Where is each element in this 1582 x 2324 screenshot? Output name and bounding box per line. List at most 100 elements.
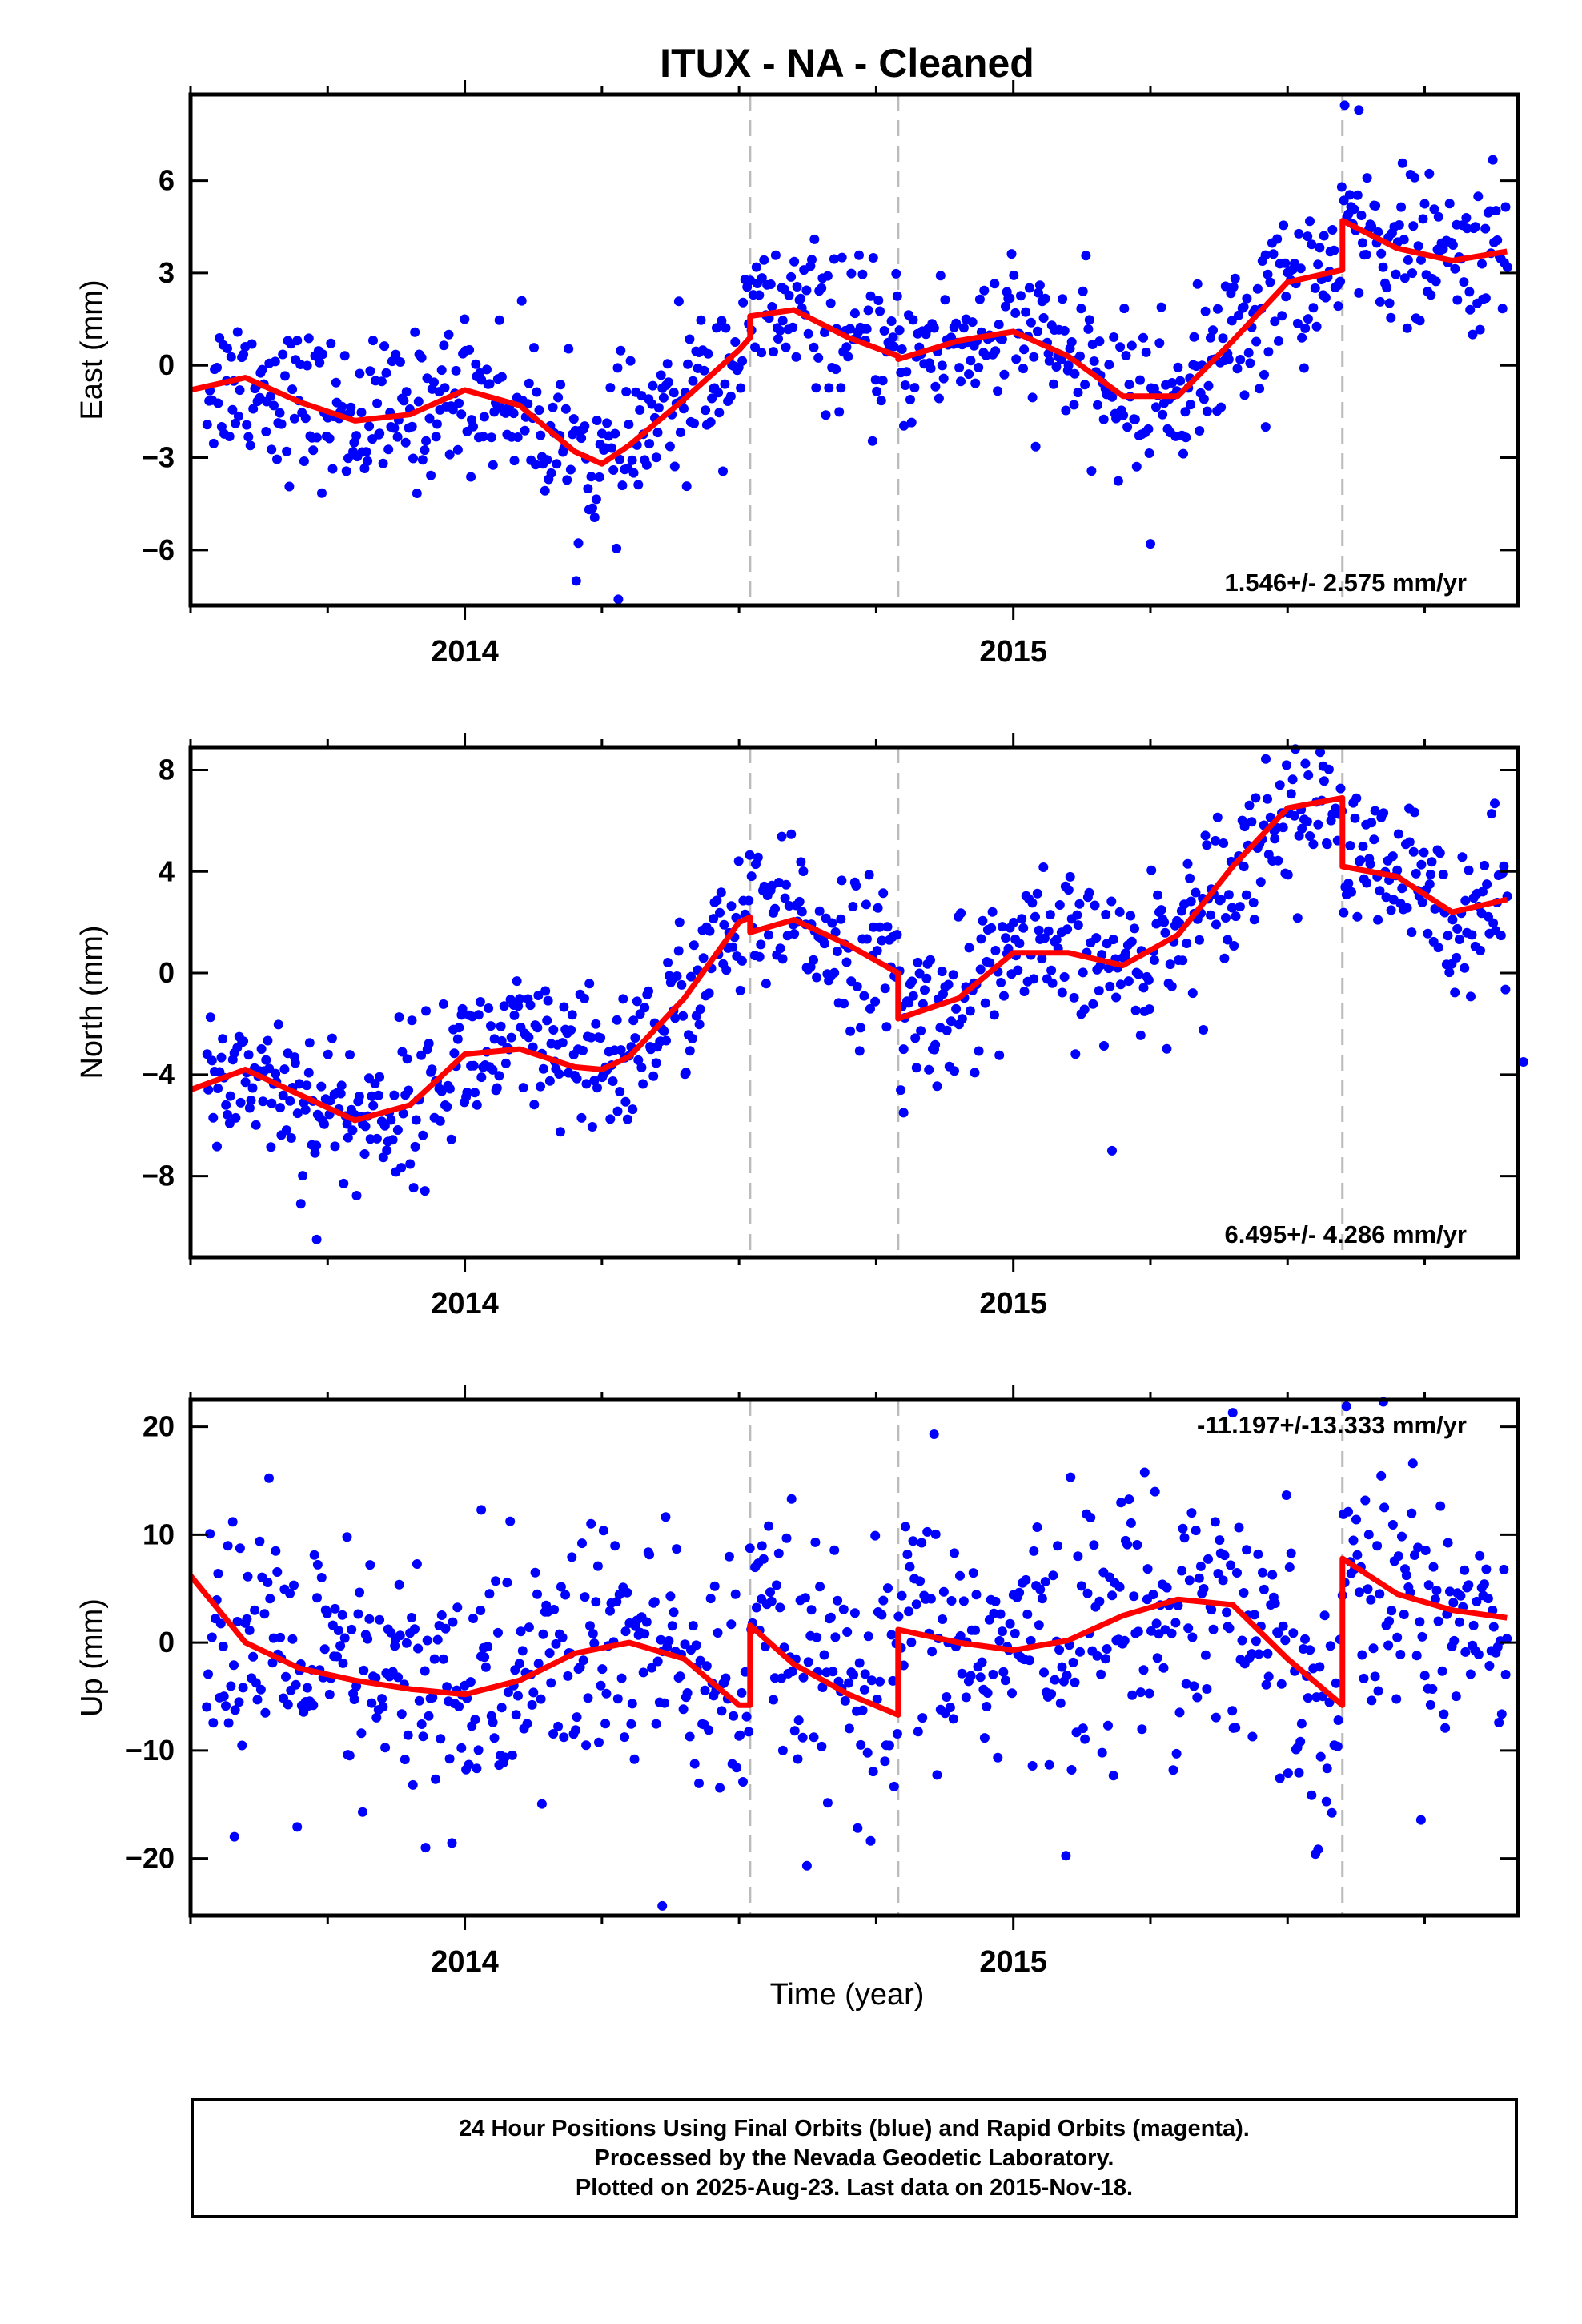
data-point bbox=[1039, 1667, 1049, 1678]
data-point bbox=[1027, 392, 1038, 403]
data-point bbox=[1146, 1626, 1156, 1636]
data-point bbox=[1219, 953, 1230, 963]
data-point bbox=[1228, 282, 1239, 292]
data-point bbox=[266, 391, 275, 401]
data-point bbox=[1166, 1628, 1177, 1638]
data-point bbox=[1438, 870, 1448, 879]
data-point bbox=[622, 1587, 632, 1598]
x-tick-label: 2014 bbox=[431, 1287, 499, 1321]
data-point bbox=[1496, 1709, 1507, 1719]
data-point bbox=[620, 1096, 631, 1107]
data-point bbox=[1502, 262, 1512, 272]
data-point bbox=[1333, 301, 1343, 312]
data-point bbox=[488, 460, 498, 470]
data-point bbox=[1158, 1663, 1169, 1673]
data-point bbox=[319, 1644, 330, 1655]
data-point bbox=[381, 368, 391, 378]
data-point bbox=[1273, 855, 1283, 866]
data-point bbox=[527, 1699, 537, 1710]
data-point bbox=[1325, 1641, 1335, 1651]
data-point bbox=[237, 1740, 247, 1751]
data-point bbox=[1322, 1763, 1332, 1774]
data-point bbox=[505, 1516, 516, 1526]
data-point bbox=[606, 443, 616, 453]
data-point bbox=[562, 475, 572, 485]
data-point bbox=[508, 408, 519, 419]
data-point bbox=[502, 1578, 512, 1588]
data-point bbox=[1044, 356, 1054, 366]
data-point bbox=[605, 1114, 616, 1124]
data-point bbox=[1208, 325, 1218, 336]
data-point bbox=[442, 1101, 452, 1112]
data-point bbox=[1010, 1628, 1020, 1638]
data-point bbox=[686, 971, 696, 982]
data-point bbox=[728, 942, 738, 952]
data-point bbox=[1410, 807, 1419, 818]
data-point bbox=[335, 1088, 346, 1099]
data-point bbox=[1443, 1538, 1453, 1548]
data-point bbox=[797, 907, 807, 917]
data-point bbox=[248, 404, 259, 414]
data-point bbox=[392, 1125, 403, 1135]
data-point bbox=[857, 1705, 868, 1715]
data-point bbox=[937, 360, 947, 371]
data-point bbox=[1302, 816, 1312, 826]
data-point bbox=[536, 430, 546, 440]
data-point bbox=[356, 408, 367, 417]
data-point bbox=[1307, 239, 1317, 250]
data-point bbox=[1394, 220, 1404, 230]
data-point bbox=[592, 416, 602, 425]
data-point bbox=[213, 398, 223, 408]
data-point bbox=[324, 433, 335, 444]
data-point bbox=[1040, 293, 1050, 304]
data-point bbox=[1308, 303, 1319, 313]
data-point bbox=[1354, 287, 1364, 298]
data-point bbox=[667, 1621, 677, 1631]
data-point bbox=[389, 1090, 400, 1100]
data-point bbox=[1294, 228, 1304, 239]
data-point bbox=[424, 1039, 434, 1048]
data-point bbox=[375, 1072, 385, 1082]
processing-note: 24 Hour Positions Using Final Orbits (bl… bbox=[191, 2098, 1518, 2218]
data-point bbox=[1135, 1030, 1146, 1040]
data-point bbox=[615, 454, 624, 464]
data-point bbox=[205, 1012, 215, 1023]
data-point bbox=[1447, 915, 1458, 925]
data-point bbox=[396, 1709, 407, 1719]
data-point bbox=[1126, 1518, 1136, 1528]
data-point bbox=[703, 348, 713, 359]
data-point bbox=[449, 1048, 460, 1059]
data-point bbox=[694, 1019, 705, 1030]
data-point bbox=[864, 870, 874, 880]
data-point bbox=[556, 380, 566, 390]
data-point bbox=[1492, 235, 1503, 245]
data-point bbox=[610, 1541, 620, 1551]
data-point bbox=[295, 1199, 306, 1209]
data-point bbox=[1151, 402, 1161, 412]
data-point bbox=[636, 1063, 647, 1072]
data-point bbox=[1124, 380, 1134, 390]
data-point bbox=[673, 946, 684, 956]
data-point bbox=[496, 372, 507, 382]
data-point bbox=[945, 1703, 955, 1713]
data-point bbox=[1476, 945, 1485, 955]
data-point bbox=[892, 1729, 902, 1739]
data-point bbox=[549, 1605, 560, 1614]
data-point bbox=[825, 1612, 836, 1622]
data-point bbox=[261, 427, 271, 436]
data-point bbox=[908, 991, 918, 1001]
data-point bbox=[1460, 963, 1470, 973]
data-point bbox=[1361, 250, 1371, 259]
data-point bbox=[1223, 935, 1233, 945]
data-point bbox=[1218, 1575, 1228, 1586]
data-point bbox=[1473, 191, 1484, 202]
data-point bbox=[338, 1658, 348, 1668]
data-point bbox=[208, 438, 219, 448]
data-point bbox=[649, 1597, 660, 1607]
data-point bbox=[267, 1098, 277, 1108]
data-point bbox=[1393, 1551, 1403, 1562]
data-point bbox=[464, 1759, 474, 1770]
data-point bbox=[324, 1689, 335, 1699]
data-point bbox=[553, 392, 564, 403]
data-point bbox=[597, 1664, 608, 1675]
